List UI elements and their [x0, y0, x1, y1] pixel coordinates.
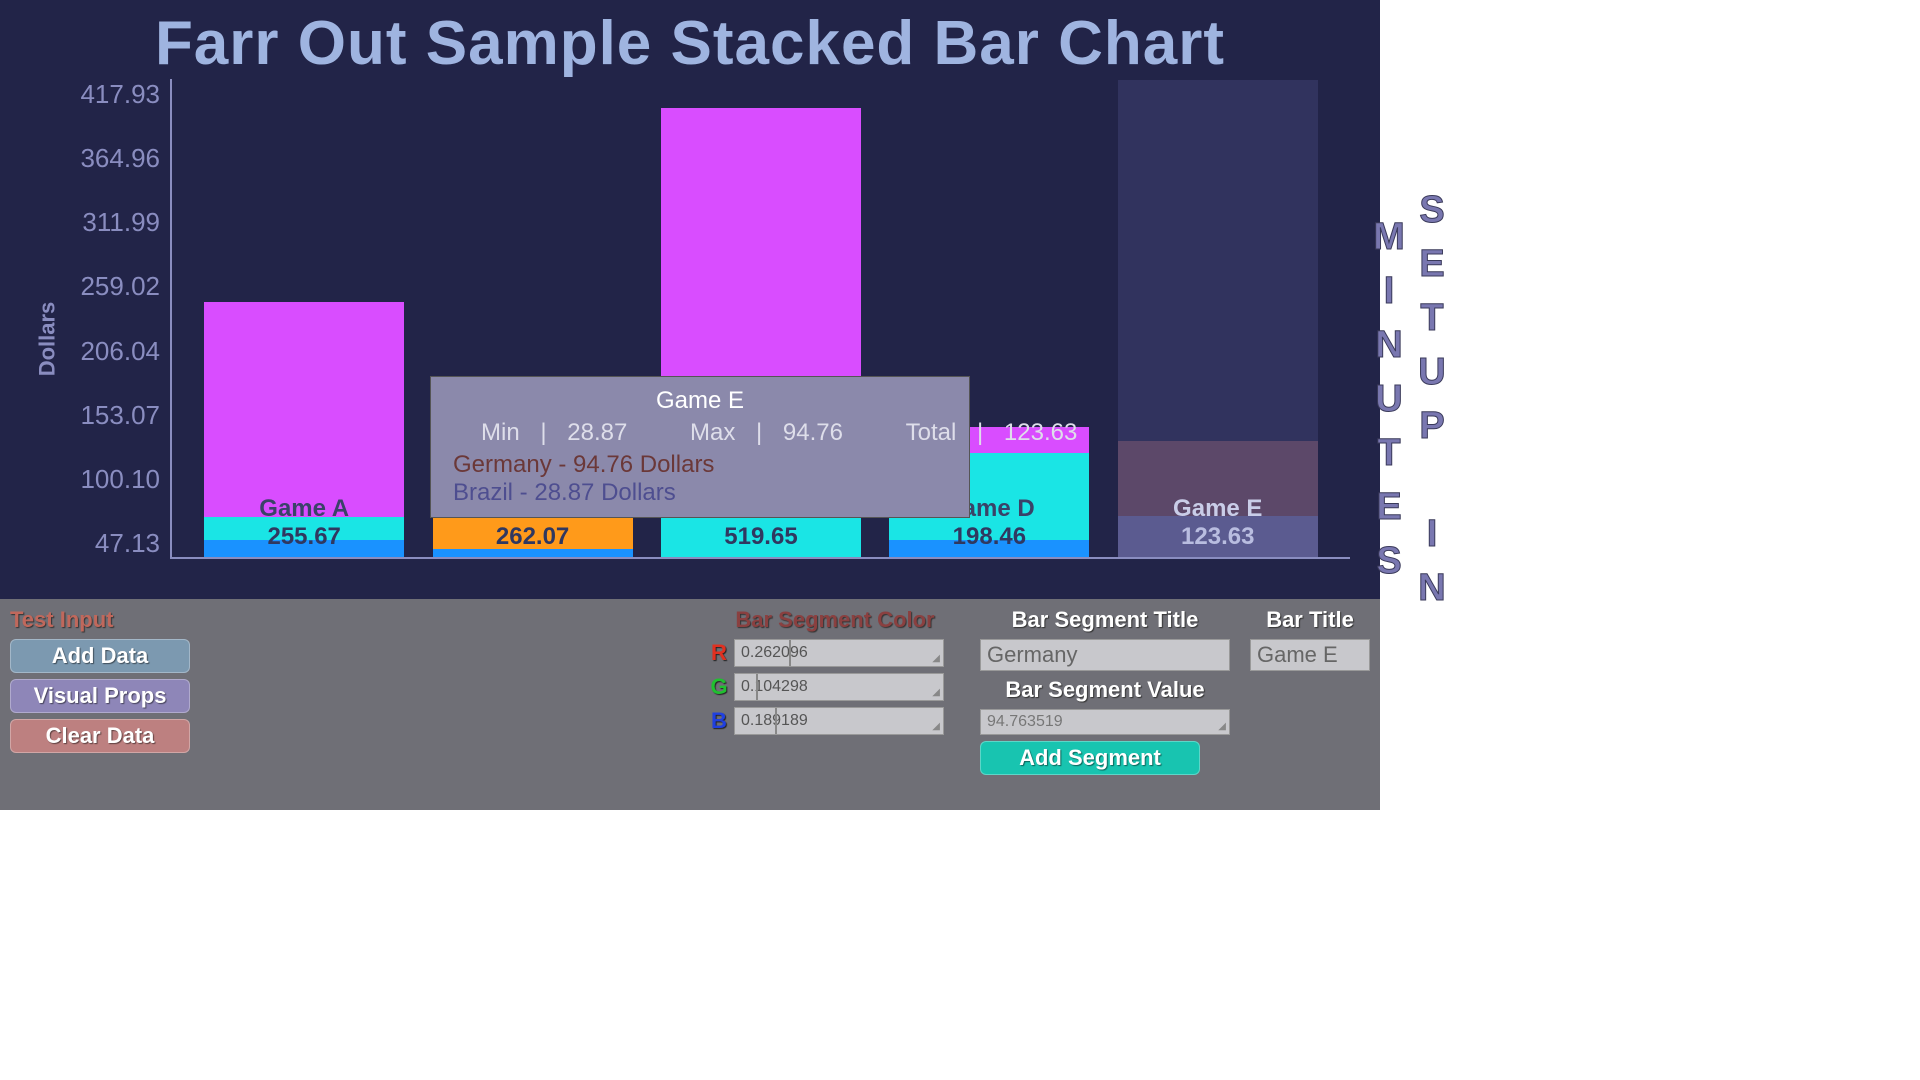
visual-props-button[interactable]: Visual Props — [10, 679, 190, 713]
bar-title-input[interactable]: Game E — [1250, 639, 1370, 671]
y-tick: 259.02 — [50, 271, 160, 302]
segment-color-label: Bar Segment Color — [710, 607, 960, 633]
clear-data-button[interactable]: Clear Data — [10, 719, 190, 753]
segment-value-input[interactable]: 94.763519◢ — [980, 709, 1230, 735]
bar-segment — [433, 549, 633, 557]
g-input[interactable]: 0.104298◢ — [734, 673, 944, 701]
y-tick: 47.13 — [50, 528, 160, 559]
add-segment-button[interactable]: Add Segment — [980, 741, 1200, 775]
selection-overlay — [1118, 80, 1318, 557]
tooltip-title: Game E — [453, 387, 947, 415]
tooltip-line: Brazil - 28.87 Dollars — [453, 479, 947, 507]
bar-segment — [204, 517, 404, 540]
bar-title-label: Bar Title — [1250, 607, 1370, 633]
bar-segment — [204, 302, 404, 517]
y-tick: 311.99 — [50, 207, 160, 238]
segment-title-input[interactable]: Germany — [980, 639, 1230, 671]
page-title: Farr Out Sample Stacked Bar Chart — [0, 0, 1380, 79]
tooltip-line: Germany - 94.76 Dollars — [453, 451, 947, 479]
segment-title-label: Bar Segment Title — [980, 607, 1230, 633]
y-tick: 417.93 — [50, 79, 160, 110]
bar-segment — [889, 540, 1089, 557]
control-panel: Test Input Add Data Visual Props Clear D… — [0, 599, 1380, 810]
tooltip-stats: Min | 28.87 Max | 94.76 Total | 123.63 — [453, 419, 947, 447]
chart-area: Dollars 417.93364.96311.99259.02206.0415… — [10, 79, 1350, 599]
y-tick: 100.10 — [50, 464, 160, 495]
add-data-button[interactable]: Add Data — [10, 639, 190, 673]
r-input[interactable]: 0.262096◢ — [734, 639, 944, 667]
y-tick: 206.04 — [50, 336, 160, 367]
bar-game-e[interactable]: Game E123.63 — [1118, 441, 1318, 557]
sidebar-text: SETUP IN MINUTES — [1367, 0, 1453, 810]
segment-value-label: Bar Segment Value — [980, 677, 1230, 703]
r-label: R — [710, 640, 728, 666]
y-axis-ticks: 417.93 364.96 311.99 259.02 206.04 153.07 100.… — [50, 79, 160, 559]
right-sidebar: SETUP IN MINUTES — [1380, 0, 1440, 810]
bar-tooltip: Game E Min | 28.87 Max | 94.76 Total | 1… — [430, 376, 970, 518]
y-tick: 364.96 — [50, 143, 160, 174]
b-input[interactable]: 0.189189◢ — [734, 707, 944, 735]
bar-game-a[interactable]: Game A255.67 — [204, 302, 404, 557]
test-input-label: Test Input — [10, 607, 190, 633]
g-label: G — [710, 674, 728, 700]
y-tick: 153.07 — [50, 400, 160, 431]
bar-segment — [204, 540, 404, 557]
b-label: B — [710, 708, 728, 734]
